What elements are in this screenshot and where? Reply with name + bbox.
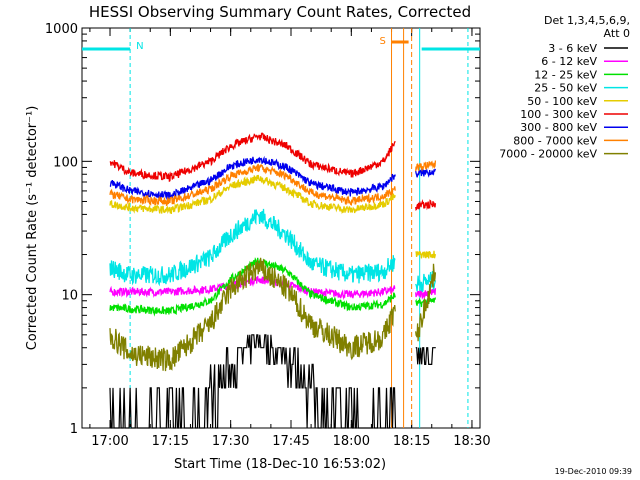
legend-item-label: 25 - 50 keV <box>534 82 597 95</box>
footer-timestamp: 19-Dec-2010 09:39 <box>555 467 632 476</box>
x-tick-label: 18:15 <box>393 434 430 449</box>
legend-header-line-2: Att 0 <box>604 27 630 40</box>
legend-item-label: 800 - 7000 keV <box>513 134 597 147</box>
chart-title: HESSI Observing Summary Count Rates, Cor… <box>89 3 471 21</box>
plot-border <box>81 27 481 429</box>
series-line <box>109 155 396 200</box>
legend-item-label: 6 - 12 keV <box>541 55 597 68</box>
series-line <box>415 160 437 172</box>
series-line <box>415 347 436 365</box>
x-tick-label: 18:30 <box>453 434 490 449</box>
series-line <box>415 167 436 178</box>
n-marker-label: N <box>136 41 143 52</box>
legend-header-line-1: Det 1,3,4,5,6,9, <box>544 14 630 27</box>
x-tick-label: 17:30 <box>212 434 249 449</box>
series-line <box>415 288 437 300</box>
series-line <box>109 257 396 372</box>
legend-item-label: 100 - 300 keV <box>520 108 597 121</box>
x-tick-label: 18:00 <box>333 434 370 449</box>
x-tick-label: 17:00 <box>91 434 128 449</box>
legend-item-label: 7000 - 20000 keV <box>499 148 597 161</box>
series-line <box>109 132 396 183</box>
x-axis: 17:00 17:15 17:30 17:45 18:00 18:15 18:30 <box>89 28 491 449</box>
legend-item-label: 12 - 25 keV <box>534 68 597 81</box>
x-tick-label: 17:15 <box>152 434 189 449</box>
s-marker-label: S <box>380 36 386 47</box>
series-line <box>109 208 396 287</box>
x-axis-label: Start Time (18-Dec-10 16:53:02) <box>174 457 386 472</box>
y-tick-label: 10 <box>61 289 78 304</box>
legend-item-label: 300 - 800 keV <box>520 121 597 134</box>
x-tick-label: 17:45 <box>272 434 309 449</box>
legend-item-label: 3 - 6 keV <box>548 42 597 55</box>
y-tick-label: 1 <box>70 422 78 437</box>
y-tick-label: 100 <box>53 155 78 170</box>
series-line <box>109 274 396 301</box>
series-lines <box>109 132 437 429</box>
series-line <box>415 250 437 259</box>
series-line <box>415 199 437 211</box>
legend-item-label: 50 - 100 keV <box>527 95 597 108</box>
series-line <box>109 174 396 215</box>
y-axis: 1 10 100 1000 <box>45 22 480 437</box>
series-line <box>415 263 437 342</box>
plot-frame <box>81 27 481 429</box>
y-tick-label: 1000 <box>45 22 78 37</box>
y-axis-label: Corrected Count Rate (s⁻¹ detector⁻¹) <box>25 106 40 351</box>
series-line <box>109 257 396 317</box>
series-line <box>109 163 396 207</box>
series-line <box>109 334 397 429</box>
